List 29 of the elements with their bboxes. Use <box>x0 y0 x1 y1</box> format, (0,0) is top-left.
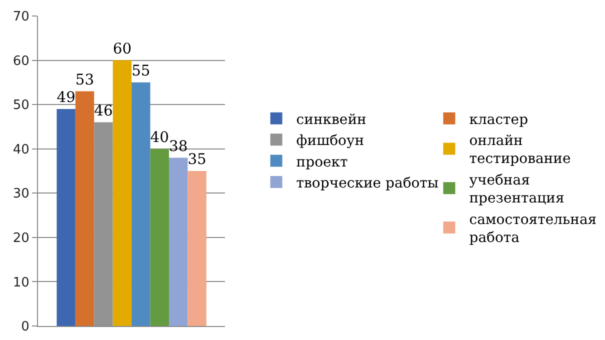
y-tick-label: 60 <box>12 54 30 69</box>
legend-label: проект <box>296 154 348 170</box>
y-tick-label: 50 <box>12 98 30 114</box>
bar <box>56 109 76 326</box>
bar <box>150 148 169 326</box>
data-label: 53 <box>75 71 94 88</box>
y-tick-label: 40 <box>12 142 30 158</box>
legend-label: кластер <box>469 112 528 128</box>
bar <box>188 171 206 326</box>
legend-label: самостоятельная работа <box>469 212 597 246</box>
y-tick-label: 0 <box>21 320 30 335</box>
y-tick-label: 70 <box>12 10 30 25</box>
data-label: 60 <box>112 40 132 58</box>
y-tick-label: 30 <box>12 186 30 202</box>
y-tick-label: 10 <box>12 275 30 290</box>
data-label: 35 <box>188 151 206 168</box>
legend-label: фишбоун <box>296 133 364 150</box>
legend-label: творческие работы <box>296 175 439 192</box>
bar <box>132 82 150 326</box>
bar <box>112 60 132 326</box>
data-label: 38 <box>168 138 188 155</box>
data-label: 46 <box>94 102 113 120</box>
data-label: 40 <box>150 128 169 146</box>
y-tick-label: 20 <box>12 230 30 246</box>
bar <box>75 91 94 326</box>
bar <box>168 158 188 326</box>
data-label: 49 <box>56 89 76 106</box>
data-label: 55 <box>132 62 150 80</box>
legend-label: синквейн <box>296 112 366 128</box>
